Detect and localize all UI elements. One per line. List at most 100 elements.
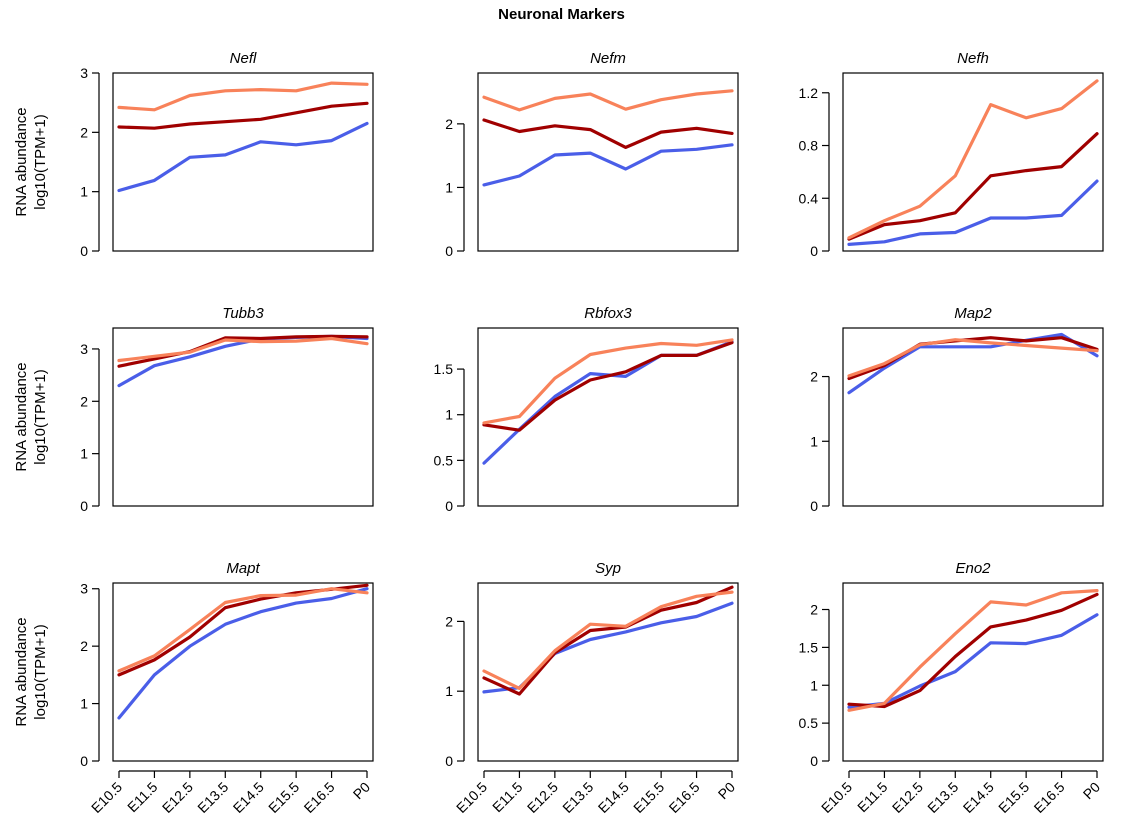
y-tick-label: 3 [80, 581, 88, 597]
y-tick-label: 1.2 [799, 85, 819, 101]
x-tick-label: E14.5 [230, 779, 267, 816]
x-tick-label: E12.5 [159, 779, 196, 816]
y-tick-label: 0 [80, 753, 88, 769]
y-tick-label: 1 [810, 677, 818, 693]
series-line [847, 336, 1099, 381]
x-tick-label: E16.5 [301, 779, 338, 816]
plot-frame [477, 582, 739, 762]
series-line [482, 590, 734, 691]
panel-title: Rbfox3 [584, 305, 632, 322]
x-tick-label: E12.5 [524, 779, 561, 816]
x-tick-label: E13.5 [924, 779, 961, 816]
y-tick-label: 0 [445, 243, 453, 259]
y-axis-label: log10(TPM+1) [32, 624, 49, 719]
x-tick-label: E11.5 [854, 779, 891, 816]
chart-panel: Nefm 0 1 2 [445, 50, 739, 259]
x-tick-label: E15.5 [265, 779, 302, 816]
y-tick-label: 2 [810, 369, 818, 385]
panel-title: Mapt [226, 560, 260, 577]
y-tick-label: 1 [80, 184, 88, 200]
y-tick-label: 2 [445, 116, 453, 132]
y-tick-label: 2 [80, 638, 88, 654]
x-tick-label: E10.5 [818, 779, 855, 816]
panel-title: Map2 [954, 305, 992, 322]
y-tick-label: 0 [80, 243, 88, 259]
series-line [117, 334, 369, 388]
series-line [847, 332, 1099, 395]
series-line [847, 588, 1099, 712]
x-tick-label: E16.5 [1031, 779, 1068, 816]
y-tick-label: 0 [445, 498, 453, 514]
series-line [847, 338, 1099, 378]
y-tick-label: 1.5 [434, 361, 454, 377]
y-tick-label: 0 [810, 498, 818, 514]
series-line [482, 338, 734, 425]
chart-panel: Tubb3 0 1 2 3 RNA abundance log10(TPM+1) [13, 305, 374, 514]
series-line [482, 585, 734, 696]
y-tick-label: 2 [445, 613, 453, 629]
y-tick-label: 1.5 [799, 639, 819, 655]
series-line [117, 101, 369, 130]
y-tick-label: 1 [810, 433, 818, 449]
x-tick-label: E15.5 [995, 779, 1032, 816]
y-tick-label: 0 [445, 753, 453, 769]
panel-title: Tubb3 [222, 305, 264, 322]
panel-title: Eno2 [955, 560, 991, 577]
x-tick-label: E16.5 [666, 779, 703, 816]
chart-panel: Map2 0 1 2 [810, 305, 1104, 514]
panel-title: Nefh [957, 50, 989, 67]
y-axis-label: log10(TPM+1) [32, 114, 49, 209]
chart-panel: Rbfox3 0 0.5 1 1.5 [434, 305, 739, 514]
panel-title: Nefm [590, 50, 626, 67]
y-axis-label: log10(TPM+1) [32, 369, 49, 464]
plot-frame [112, 327, 374, 507]
x-tick-label: E15.5 [630, 779, 667, 816]
series-line [117, 336, 369, 363]
y-tick-label: 0.4 [799, 190, 819, 206]
chart-panel: Syp 0 1 2 E10.5E11.5E12.5E13.5E14.5E15.5E16.… [445, 560, 739, 816]
x-tick-label: E14.5 [960, 779, 997, 816]
plot-frame [842, 72, 1104, 252]
series-line [482, 601, 734, 694]
y-tick-label: 2 [80, 124, 88, 140]
series-line [847, 592, 1099, 709]
y-tick-label: 2 [810, 602, 818, 618]
x-tick-label: P0 [350, 779, 374, 803]
series-line [482, 340, 734, 465]
y-tick-label: 1 [445, 683, 453, 699]
series-line [117, 121, 369, 193]
series-line [847, 179, 1099, 246]
series-line [482, 341, 734, 432]
x-tick-label: E12.5 [889, 779, 926, 816]
series-line [482, 118, 734, 149]
x-tick-label: P0 [1080, 779, 1104, 803]
y-tick-label: 2 [80, 393, 88, 409]
panel-title: Syp [595, 560, 621, 577]
y-axis-label: RNA abundance [13, 107, 30, 216]
x-tick-label: P0 [715, 779, 739, 803]
y-tick-label: 1 [80, 696, 88, 712]
chart-panel: Eno200.511.52E10.5E11.5E12.5E13.5E14.5E1… [799, 560, 1104, 816]
y-tick-label: 3 [80, 65, 88, 81]
series-line [117, 334, 369, 368]
plot-frame [112, 582, 374, 762]
x-tick-label: E13.5 [559, 779, 596, 816]
x-tick-label: E11.5 [489, 779, 526, 816]
y-tick-label: 1 [80, 446, 88, 462]
plot-frame [477, 72, 739, 252]
series-line [847, 132, 1099, 241]
plot-frame [477, 327, 739, 507]
y-tick-label: 1 [445, 179, 453, 195]
series-line [482, 143, 734, 187]
y-tick-label: 1 [445, 407, 453, 423]
plot-frame [842, 582, 1104, 762]
y-tick-label: 0 [810, 753, 818, 769]
series-line [847, 79, 1099, 240]
y-axis-label: RNA abundance [13, 617, 30, 726]
x-tick-label: E13.5 [194, 779, 231, 816]
y-axis-label: RNA abundance [13, 362, 30, 471]
y-tick-label: 0 [810, 243, 818, 259]
plot-frame [112, 72, 374, 252]
